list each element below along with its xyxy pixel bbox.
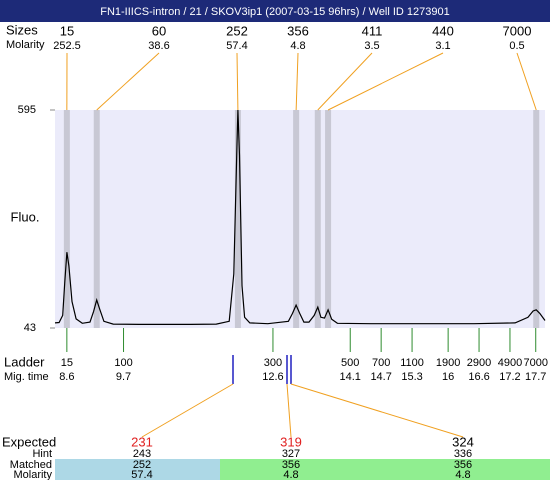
peak-band bbox=[533, 110, 540, 328]
hint-label: Hint bbox=[32, 448, 52, 460]
y-axis-label: Fluo. bbox=[11, 209, 40, 224]
peak-band bbox=[314, 110, 321, 328]
peak-size: 440 bbox=[432, 23, 454, 38]
expected-size: 231 bbox=[131, 434, 153, 449]
ladder-size: 15 bbox=[61, 357, 73, 369]
peak-molarity: 38.6 bbox=[148, 40, 169, 52]
title: FN1-IIICS-intron / 21 / SKOV3ip1 (2007-0… bbox=[100, 6, 450, 18]
ladder-time: 14.7 bbox=[370, 371, 391, 383]
matched-cell bbox=[220, 459, 550, 480]
peak-molarity: 3.5 bbox=[364, 40, 379, 52]
matched-size: 356 bbox=[282, 459, 300, 471]
matched-size: 356 bbox=[454, 459, 472, 471]
ladder-size: 100 bbox=[114, 357, 132, 369]
peak-size: 7000 bbox=[503, 23, 532, 38]
ladder-time: 14.1 bbox=[340, 371, 361, 383]
ladder-size: 1900 bbox=[436, 357, 460, 369]
peak-molarity: 57.4 bbox=[226, 40, 247, 52]
matched-cell bbox=[55, 459, 220, 480]
trace bbox=[54, 109, 546, 325]
ladder-time: 17.7 bbox=[525, 371, 546, 383]
molarity-label: Molarity bbox=[13, 469, 52, 480]
ladder-time: 9.7 bbox=[116, 371, 131, 383]
peak-size: 252 bbox=[226, 23, 248, 38]
ladder-size: 500 bbox=[341, 357, 359, 369]
expected-size: 324 bbox=[452, 434, 474, 449]
peak-connector bbox=[295, 52, 299, 111]
matched-label: Matched bbox=[10, 459, 52, 471]
ladder-time: 12.6 bbox=[262, 371, 283, 383]
peak-band bbox=[234, 110, 241, 328]
ladder-time: 8.6 bbox=[59, 371, 74, 383]
matched-size: 252 bbox=[133, 459, 151, 471]
matched-molarity: 57.4 bbox=[131, 469, 152, 480]
peak-connector bbox=[96, 52, 160, 111]
peak-size: 15 bbox=[60, 23, 74, 38]
expected-size: 319 bbox=[280, 434, 302, 449]
hint-size: 336 bbox=[454, 448, 472, 460]
ladder-size: 4900 bbox=[498, 357, 522, 369]
peak-molarity: 3.1 bbox=[435, 40, 450, 52]
peak-band bbox=[293, 110, 300, 328]
ladder-time: 16 bbox=[442, 371, 454, 383]
peak-band bbox=[325, 110, 332, 328]
ladder-label: Ladder bbox=[4, 354, 45, 369]
mig-time-label: Mig. time bbox=[4, 371, 49, 383]
peak-connector bbox=[327, 52, 444, 111]
peak-connector bbox=[236, 52, 239, 111]
expected-label: Expected bbox=[2, 434, 56, 449]
ladder-size: 2900 bbox=[467, 357, 491, 369]
ladder-time: 17.2 bbox=[499, 371, 520, 383]
y-tick-label: 43 bbox=[24, 322, 36, 334]
molarity-label: Molarity bbox=[6, 39, 45, 51]
expected-connector bbox=[290, 383, 464, 438]
plot-area bbox=[55, 110, 545, 328]
ladder-size: 1100 bbox=[400, 357, 424, 369]
peak-band bbox=[63, 110, 70, 328]
hint-size: 243 bbox=[133, 448, 151, 460]
ladder-time: 15.3 bbox=[401, 371, 422, 383]
peak-molarity: 4.8 bbox=[290, 40, 305, 52]
ladder-size: 700 bbox=[372, 357, 390, 369]
hint-size: 327 bbox=[282, 448, 300, 460]
expected-connector bbox=[286, 383, 292, 438]
peak-size: 60 bbox=[152, 23, 166, 38]
peak-connector bbox=[516, 52, 537, 111]
y-tick-label: 595 bbox=[18, 104, 36, 116]
peak-molarity: 0.5 bbox=[509, 40, 524, 52]
title-bar bbox=[0, 0, 550, 22]
matched-molarity: 4.8 bbox=[455, 469, 470, 480]
peak-size: 411 bbox=[362, 23, 383, 38]
ladder-size: 7000 bbox=[523, 357, 547, 369]
peak-molarity: 252.5 bbox=[53, 40, 81, 52]
matched-molarity: 4.8 bbox=[283, 469, 298, 480]
peak-band bbox=[93, 110, 100, 328]
ladder-time: 16.6 bbox=[468, 371, 489, 383]
sizes-label: Sizes bbox=[6, 22, 38, 37]
ladder-size: 300 bbox=[264, 357, 282, 369]
peak-connector bbox=[317, 52, 373, 111]
peak-size: 356 bbox=[287, 23, 309, 38]
expected-connector bbox=[141, 383, 234, 438]
